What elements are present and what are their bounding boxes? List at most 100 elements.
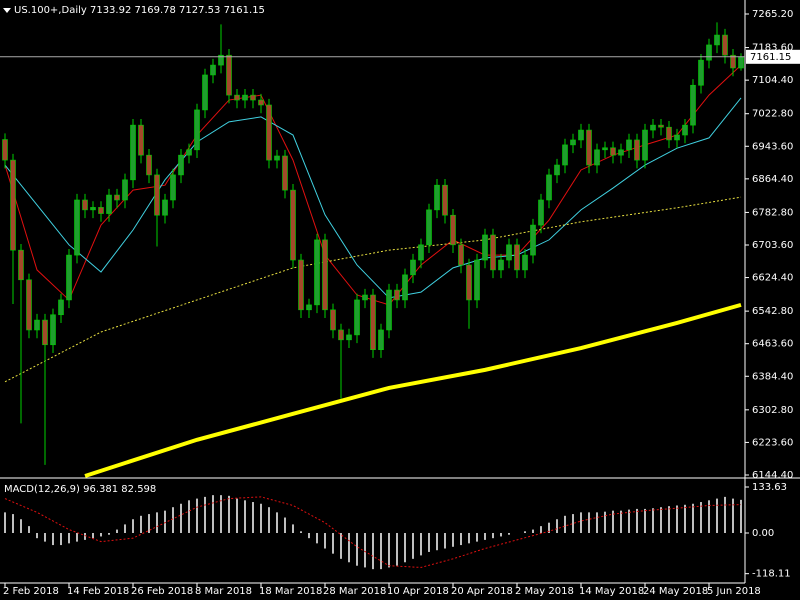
moving-average: [4, 97, 742, 299]
candle-body: [2, 139, 8, 161]
candle-body: [130, 124, 136, 181]
candle-body: [674, 134, 680, 141]
candle-body: [218, 54, 224, 66]
candle-body: [562, 144, 568, 166]
y-tick-label: 7183.60: [752, 43, 793, 54]
candle-body: [450, 214, 456, 246]
chart-title: US.100+,Daily 7133.92 7169.78 7127.53 71…: [14, 5, 265, 16]
candle-body: [386, 289, 392, 331]
candle-body: [610, 147, 616, 156]
candle-body: [522, 254, 528, 271]
candle-body: [242, 94, 248, 101]
candle-body: [266, 104, 272, 161]
x-tick-label: 14 Feb 2018: [67, 586, 129, 597]
title-marker: [3, 8, 11, 13]
candle-body: [330, 309, 336, 331]
candle-body: [178, 154, 184, 176]
y-tick-label: 6302.80: [752, 405, 793, 416]
candle-body: [442, 184, 448, 216]
candle-body: [194, 109, 200, 151]
candle-body: [74, 199, 80, 256]
x-tick-label: 8 Mar 2018: [195, 586, 252, 597]
candle-body: [434, 184, 440, 211]
candle-body: [58, 299, 64, 316]
candle-body: [714, 34, 720, 46]
candle-body: [210, 64, 216, 76]
candle-body: [554, 164, 560, 176]
candle-body: [666, 126, 672, 141]
candle-body: [82, 199, 88, 211]
candle-body: [634, 139, 640, 161]
candle-body: [490, 234, 496, 271]
candle-body: [338, 329, 344, 341]
candle-body: [474, 259, 480, 301]
candle-body: [322, 239, 328, 311]
candle-body: [698, 59, 704, 86]
candle-body: [466, 264, 472, 301]
candle-body: [274, 155, 280, 161]
candle-body: [682, 124, 688, 136]
candle-body: [122, 179, 128, 201]
candle-body: [410, 259, 416, 276]
candle-body: [618, 149, 624, 156]
y-tick-label: 6463.60: [752, 339, 793, 350]
candle-body: [586, 129, 592, 166]
x-tick-label: 18 Mar 2018: [259, 586, 322, 597]
y-tick-label: 7104.40: [752, 75, 793, 86]
candle-body: [362, 294, 368, 301]
candle-body: [138, 124, 144, 156]
candle-body: [154, 174, 160, 216]
candle-body: [298, 259, 304, 311]
x-tick-label: 26 Feb 2018: [131, 586, 193, 597]
candle-body: [202, 74, 208, 111]
x-tick-label: 28 Mar 2018: [323, 586, 386, 597]
candle-body: [354, 299, 360, 336]
y-tick-label: 7022.80: [752, 109, 793, 120]
y-tick-label: 6144.40: [752, 470, 793, 481]
candle-body: [690, 84, 696, 126]
candle-body: [170, 174, 176, 201]
moving-average: [84, 302, 742, 478]
y-tick-label: 133.63: [752, 482, 787, 493]
x-tick-label: 20 Apr 2018: [451, 586, 513, 597]
x-tick-label: 5 Jun 2018: [707, 586, 761, 597]
x-tick-label: 24 May 2018: [643, 586, 708, 597]
candle-body: [642, 129, 648, 161]
candle-body: [290, 189, 296, 261]
candle-body: [650, 124, 656, 131]
candle-body: [418, 244, 424, 261]
candle-body: [578, 129, 584, 141]
candle-body: [258, 99, 264, 106]
y-tick-label: 6624.40: [752, 273, 793, 284]
y-tick-label: 6864.40: [752, 174, 793, 185]
candle-body: [10, 159, 16, 251]
candle-body: [378, 329, 384, 351]
candle-body: [98, 207, 104, 214]
signal-line: [4, 496, 742, 568]
candle-body: [250, 94, 256, 101]
candle-body: [426, 209, 432, 246]
candle-body: [602, 147, 608, 151]
candle-body: [66, 254, 72, 301]
y-tick-label: 0.00: [752, 528, 774, 539]
candle-body: [306, 304, 312, 311]
candle-body: [538, 199, 544, 226]
y-tick-label: 6542.80: [752, 306, 793, 317]
candle-body: [18, 249, 24, 281]
candle-body: [186, 149, 192, 156]
y-tick-label: 6782.80: [752, 207, 793, 218]
candle-body: [482, 234, 488, 261]
candle-body: [514, 244, 520, 271]
candle-body: [738, 56, 744, 69]
moving-average: [4, 196, 742, 383]
candle-body: [226, 54, 232, 96]
candle-body: [114, 194, 120, 201]
y-tick-label: -118.11: [752, 569, 791, 580]
candle-body: [658, 124, 664, 128]
candle-body: [346, 334, 352, 341]
macd-title: MACD(12,26,9) 96.381 82.598: [4, 484, 156, 495]
candle-body: [34, 319, 40, 331]
candle-body: [90, 207, 96, 211]
